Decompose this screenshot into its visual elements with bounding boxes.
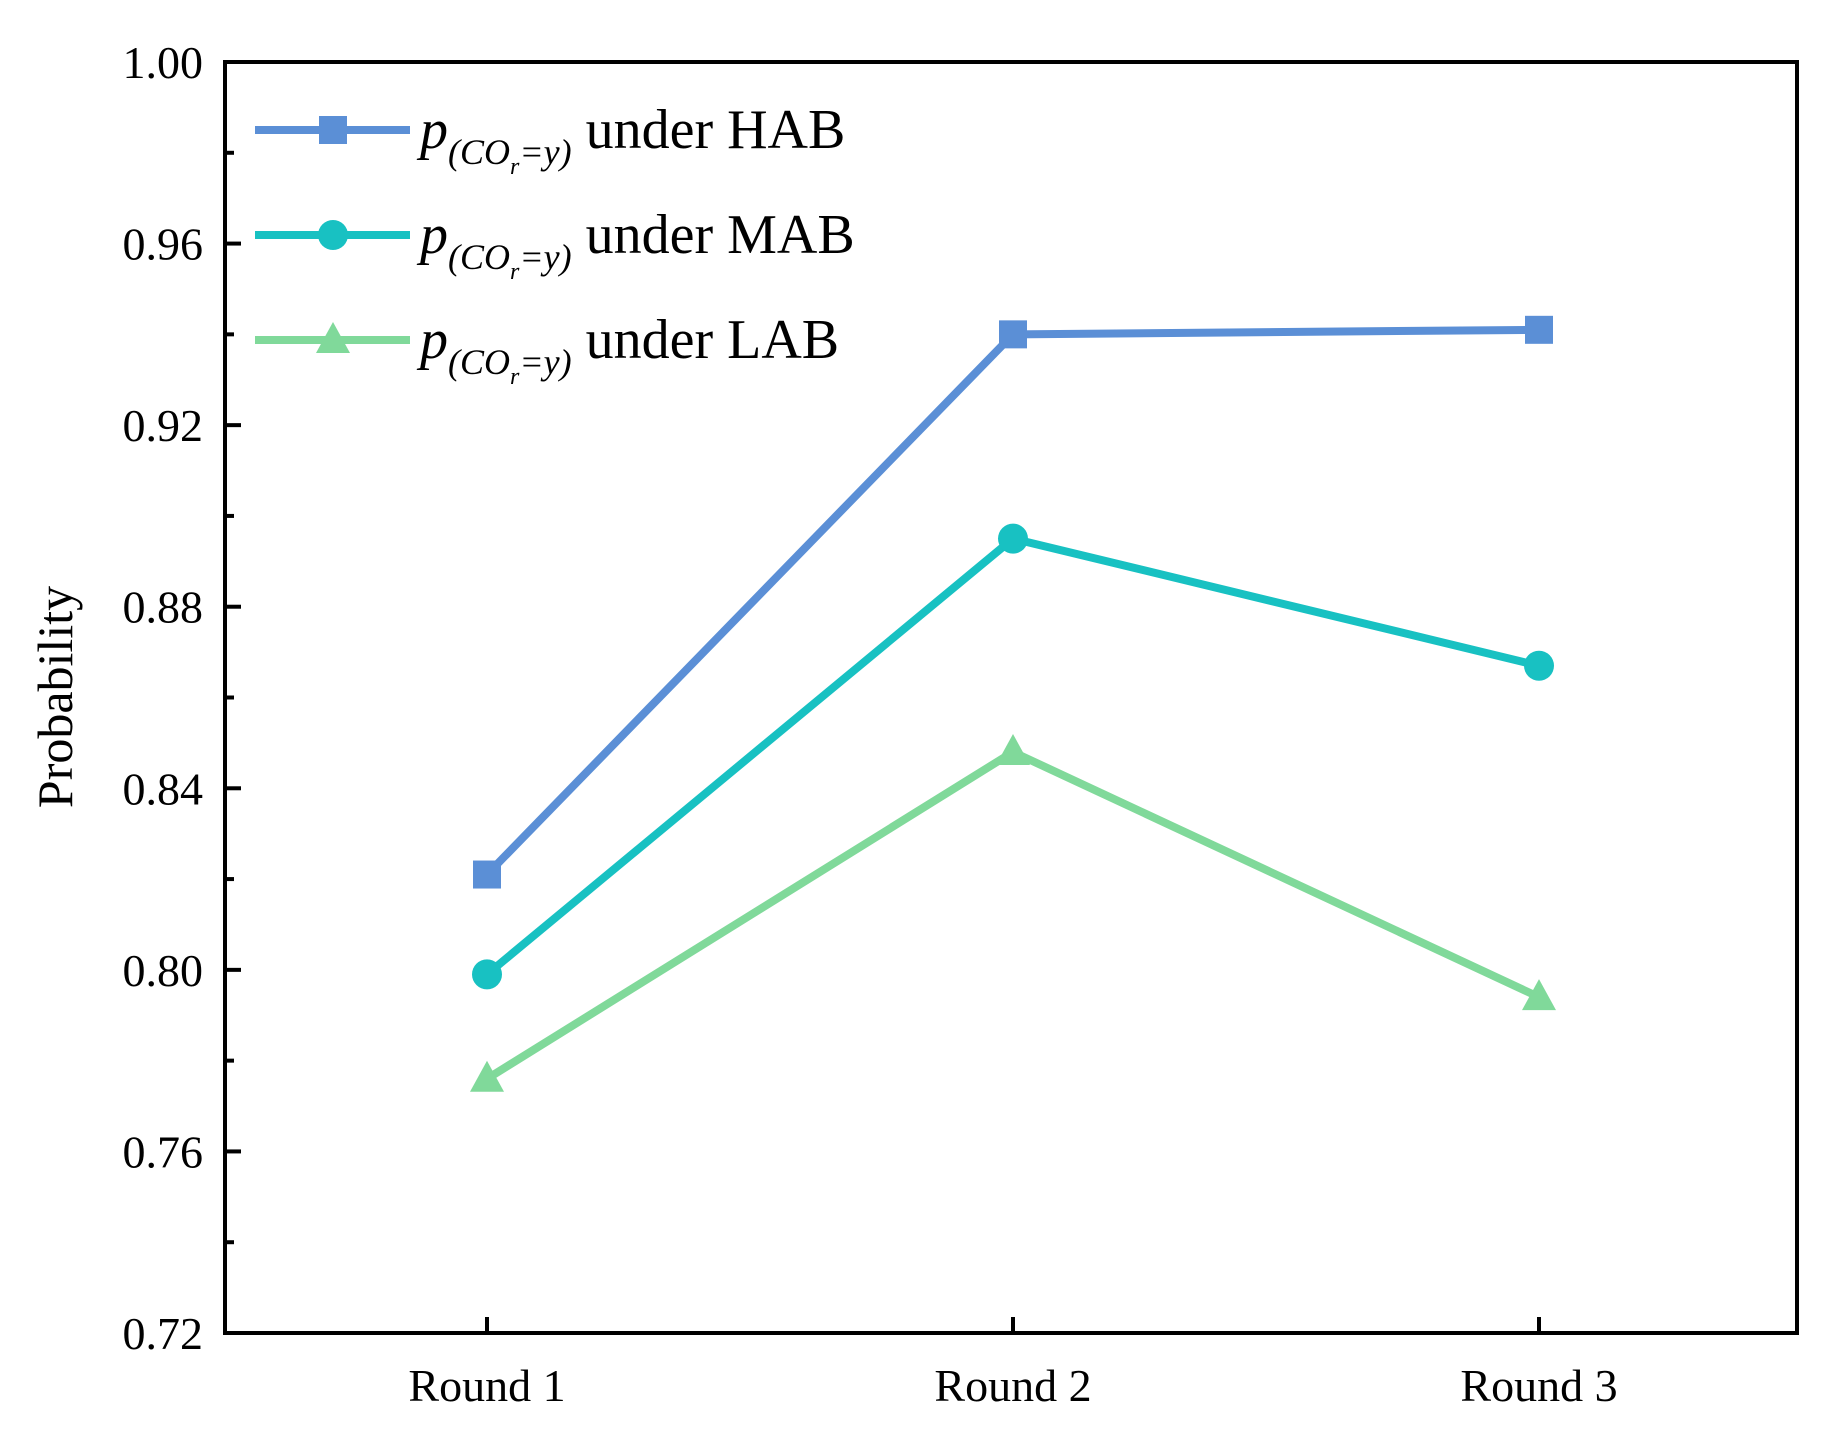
legend-sub-subscript: r	[510, 259, 520, 285]
legend-suffix: under MAB	[572, 204, 855, 266]
legend-item: p(COr=y) under HAB	[255, 99, 845, 180]
series-triangle	[470, 733, 1556, 1092]
series-line	[484, 325, 1540, 878]
legend-subscript-close: =y)	[519, 237, 571, 277]
y-tick-label: 0.84	[123, 763, 204, 814]
legend-label: p(COr=y) under MAB	[416, 204, 855, 285]
y-axis-title: Probability	[27, 586, 83, 808]
x-tick-label: Round 1	[408, 1360, 565, 1411]
series-layer	[470, 315, 1556, 1092]
y-tick-label: 0.96	[123, 219, 204, 270]
data-point-triangle	[470, 1060, 504, 1092]
data-point-square	[1525, 315, 1553, 344]
data-point-triangle	[1522, 979, 1556, 1011]
legend-marker-circle	[318, 220, 348, 250]
series-square	[473, 315, 1553, 889]
data-point-circle	[998, 523, 1028, 554]
legend-label: p(COr=y) under LAB	[416, 309, 839, 390]
legend-sub-subscript: r	[510, 154, 520, 180]
legend-suffix: under LAB	[572, 309, 840, 371]
legend-symbol: p	[416, 204, 448, 266]
legend-subscript: (CO	[448, 132, 510, 172]
legend-subscript: (CO	[448, 237, 510, 277]
legend-subscript-close: =y)	[519, 342, 571, 382]
legend-symbol: p	[416, 309, 448, 371]
legend-label: p(COr=y) under HAB	[416, 99, 845, 180]
data-point-square	[473, 860, 501, 889]
series-circle	[472, 523, 1554, 990]
legend-sub-subscript: r	[510, 364, 520, 390]
x-tick-label: Round 3	[1460, 1360, 1617, 1411]
legend-item: p(COr=y) under MAB	[255, 204, 855, 285]
legend-suffix: under HAB	[572, 99, 846, 161]
y-tick-label: 0.92	[123, 400, 204, 451]
y-tick-label: 0.80	[123, 945, 204, 996]
y-tick-label: 0.72	[123, 1308, 204, 1359]
legend-item: p(COr=y) under LAB	[255, 309, 839, 390]
y-axis: 0.72 0.76 0.80 0.84 0.88 0.92 0.96 1.00	[123, 37, 241, 1359]
legend-marker-square	[319, 116, 347, 144]
series-line	[484, 747, 1541, 1083]
y-tick-label: 1.00	[123, 37, 204, 88]
legend-subscript: (CO	[448, 342, 510, 382]
y-tick-label: 0.76	[123, 1126, 204, 1177]
legend-subscript-close: =y)	[519, 132, 571, 172]
legend-symbol: p	[416, 99, 448, 161]
x-axis: Round 1 Round 2 Round 3	[408, 1317, 1618, 1411]
x-tick-label: Round 2	[934, 1360, 1091, 1411]
legend-marker-triangle	[316, 322, 350, 353]
data-point-circle	[1524, 650, 1554, 681]
y-tick-label: 0.88	[123, 582, 204, 633]
data-point-circle	[472, 959, 502, 990]
data-point-square	[999, 320, 1027, 349]
data-point-triangle	[996, 733, 1030, 765]
